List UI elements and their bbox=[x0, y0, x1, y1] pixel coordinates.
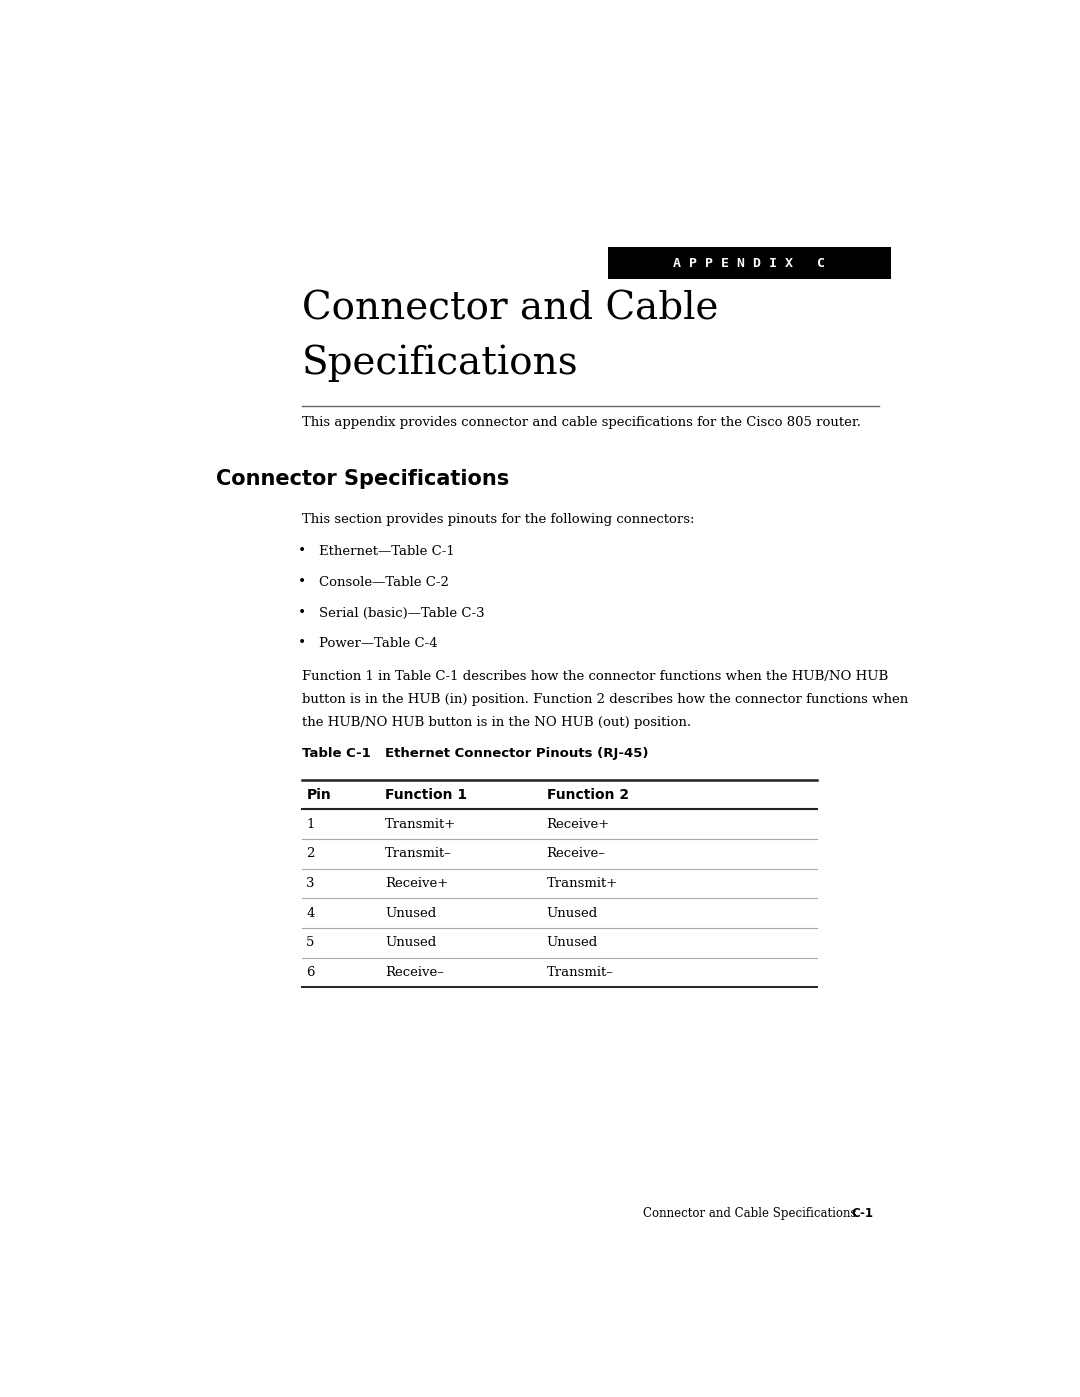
Text: 3: 3 bbox=[307, 877, 314, 890]
Text: Table C-1: Table C-1 bbox=[301, 747, 370, 760]
Text: Receive–: Receive– bbox=[386, 965, 444, 979]
Text: Transmit+: Transmit+ bbox=[386, 817, 457, 831]
Text: Function 1 in Table C-1 describes how the connector functions when the HUB/NO HU: Function 1 in Table C-1 describes how th… bbox=[301, 669, 888, 683]
Text: the HUB/NO HUB button is in the NO HUB (out) position.: the HUB/NO HUB button is in the NO HUB (… bbox=[301, 717, 691, 729]
Text: Ethernet Connector Pinouts (RJ-45): Ethernet Connector Pinouts (RJ-45) bbox=[386, 747, 649, 760]
Text: 6: 6 bbox=[307, 965, 314, 979]
Text: This appendix provides connector and cable specifications for the Cisco 805 rout: This appendix provides connector and cab… bbox=[301, 416, 861, 429]
Text: Ethernet—Table C-1: Ethernet—Table C-1 bbox=[320, 545, 455, 557]
Text: 1: 1 bbox=[307, 817, 314, 831]
Text: Pin: Pin bbox=[307, 788, 332, 802]
Text: Transmit+: Transmit+ bbox=[546, 877, 618, 890]
Text: Transmit–: Transmit– bbox=[386, 848, 453, 861]
Text: •: • bbox=[298, 606, 306, 620]
Text: Serial (basic)—Table C-3: Serial (basic)—Table C-3 bbox=[320, 606, 485, 620]
Text: Connector and Cable Specifications: Connector and Cable Specifications bbox=[643, 1207, 856, 1220]
Text: This section provides pinouts for the following connectors:: This section provides pinouts for the fo… bbox=[301, 513, 694, 525]
Text: button is in the HUB (in) position. Function 2 describes how the connector funct: button is in the HUB (in) position. Func… bbox=[301, 693, 908, 705]
Text: •: • bbox=[298, 574, 306, 588]
Text: Power—Table C-4: Power—Table C-4 bbox=[320, 637, 438, 651]
Text: C-1: C-1 bbox=[852, 1207, 874, 1220]
Text: Function 2: Function 2 bbox=[546, 788, 629, 802]
Text: Connector and Cable: Connector and Cable bbox=[301, 291, 718, 327]
Text: Connector Specifications: Connector Specifications bbox=[216, 469, 510, 489]
Text: Unused: Unused bbox=[546, 936, 597, 950]
Text: Unused: Unused bbox=[386, 936, 436, 950]
Text: •: • bbox=[298, 543, 306, 557]
Text: •: • bbox=[298, 637, 306, 651]
Text: A P P E N D I X   C: A P P E N D I X C bbox=[673, 257, 825, 270]
FancyBboxPatch shape bbox=[608, 247, 891, 279]
Text: Transmit–: Transmit– bbox=[546, 965, 613, 979]
Text: Specifications: Specifications bbox=[301, 345, 578, 383]
Text: 5: 5 bbox=[307, 936, 314, 950]
Text: Function 1: Function 1 bbox=[386, 788, 468, 802]
Text: Unused: Unused bbox=[386, 907, 436, 919]
Text: 4: 4 bbox=[307, 907, 314, 919]
Text: Console—Table C-2: Console—Table C-2 bbox=[320, 576, 449, 588]
Text: Receive+: Receive+ bbox=[386, 877, 448, 890]
Text: Receive+: Receive+ bbox=[546, 817, 610, 831]
Text: Unused: Unused bbox=[546, 907, 597, 919]
Text: 2: 2 bbox=[307, 848, 314, 861]
Text: Receive–: Receive– bbox=[546, 848, 606, 861]
